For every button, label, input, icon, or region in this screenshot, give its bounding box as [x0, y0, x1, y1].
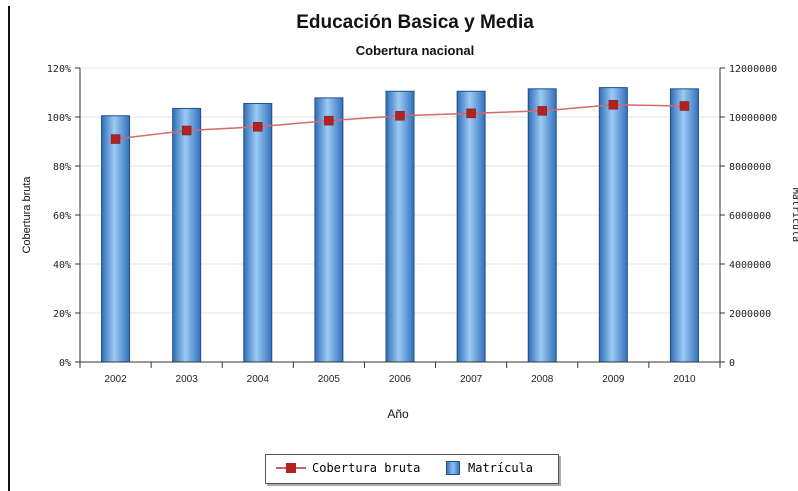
legend: Cobertura bruta Matrícula [265, 454, 559, 484]
x-tick-label: 2005 [318, 374, 341, 385]
legend-label-cobertura: Cobertura bruta [312, 461, 421, 475]
legend-bar-swatch [446, 461, 460, 475]
point-cobertura-bruta [253, 122, 263, 132]
point-cobertura-bruta [324, 115, 334, 126]
legend-item-cobertura: Cobertura bruta [276, 461, 420, 475]
frame-border [8, 6, 10, 491]
bar-matricula [243, 103, 273, 363]
bar-matricula [669, 88, 699, 363]
bar-matricula [598, 87, 628, 363]
left-tick-label: 80% [53, 162, 71, 173]
point-cobertura-bruta [395, 111, 405, 121]
x-tick-label: 2008 [531, 374, 554, 385]
point-cobertura-bruta [110, 134, 121, 144]
right-tick-label: 4000000 [729, 260, 771, 271]
x-tick-label: 2010 [673, 374, 696, 385]
legend-line-swatch [276, 461, 306, 475]
chart-title: Educación Basica y Media [296, 12, 534, 33]
bar-matricula [527, 88, 557, 363]
bar-matricula [456, 90, 486, 363]
bar-matricula [101, 115, 131, 363]
chart-subtitle: Cobertura nacional [356, 43, 474, 58]
point-cobertura-bruta [608, 100, 619, 110]
right-tick-label: 6000000 [729, 211, 771, 222]
left-tick-label: 100% [47, 113, 71, 124]
legend-label-matricula: Matrícula [468, 461, 534, 475]
plot-area: 0% 20% 40% 60% 80% 100% 120% 0 2000000 4000000 600… [47, 64, 777, 385]
left-tick-label: 0% [59, 358, 71, 369]
left-tick-label: 20% [53, 309, 71, 320]
x-tick-label: 2004 [247, 374, 270, 385]
right-tick-label: 10000000 [729, 113, 777, 124]
bar-matricula [172, 107, 202, 363]
left-tick-label: 40% [53, 260, 71, 271]
x-axis-label: Año [387, 407, 409, 421]
legend-item-matricula: Matrícula [446, 461, 533, 475]
left-tick-label: 60% [53, 211, 71, 222]
left-axis-label: Cobertura bruta [21, 176, 33, 254]
left-tick-label: 120% [47, 64, 71, 75]
right-axis-label: Matrícula [790, 188, 798, 242]
x-tick-label: 2006 [389, 374, 412, 385]
point-cobertura-bruta [537, 106, 547, 116]
x-tick-label: 2009 [602, 374, 625, 385]
point-cobertura-bruta [181, 125, 192, 136]
right-tick-label: 12000000 [729, 64, 777, 75]
point-cobertura-bruta [466, 108, 476, 119]
right-tick-label: 2000000 [729, 309, 771, 320]
x-tick-label: 2003 [176, 374, 199, 385]
bar-matricula [314, 97, 344, 363]
point-cobertura-bruta [679, 101, 690, 111]
right-tick-label: 8000000 [729, 162, 771, 173]
bar-matricula [385, 90, 415, 363]
x-tick-label: 2007 [460, 374, 483, 385]
right-tick-label: 0 [729, 358, 735, 369]
x-tick-label: 2002 [104, 374, 127, 385]
